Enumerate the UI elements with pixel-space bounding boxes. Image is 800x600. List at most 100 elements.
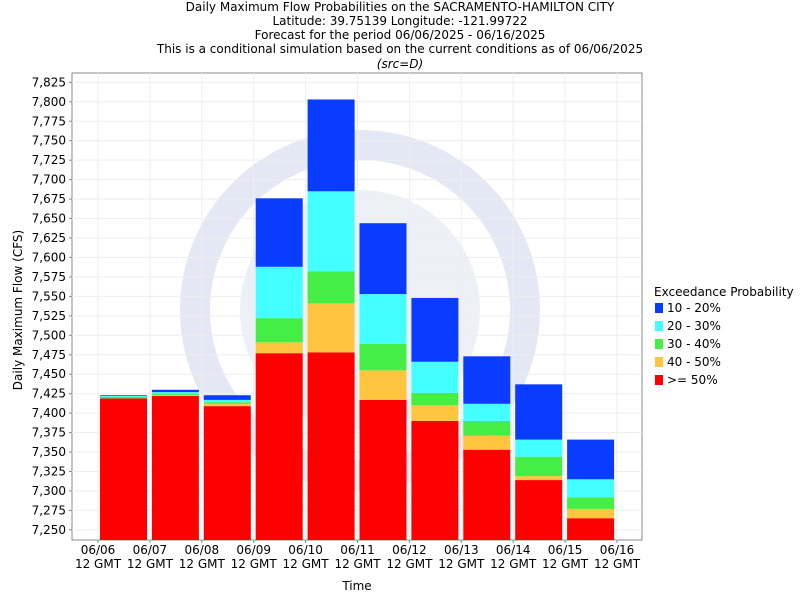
bar-segment <box>203 399 251 403</box>
y-tick-label: 7,600 <box>32 250 66 264</box>
y-tick-label: 7,525 <box>32 309 66 323</box>
legend-label: 20 - 30% <box>667 319 721 333</box>
legend-swatch <box>655 339 663 349</box>
bar-segment <box>255 266 303 319</box>
chart-subtitle: Latitude: 39.75139 Longitude: -121.99722 <box>272 14 527 28</box>
y-tick-label: 7,750 <box>32 134 66 148</box>
bar-segment <box>151 396 199 540</box>
y-tick-label: 7,475 <box>32 348 66 362</box>
legend-label: >= 50% <box>667 373 718 387</box>
y-tick-label: 7,400 <box>32 406 66 420</box>
x-tick-label: 12 GMT <box>386 557 433 571</box>
x-tick-label: 06/06 <box>81 543 116 557</box>
chart-title: Daily Maximum Flow Probabilities on the … <box>186 0 615 14</box>
bar-segment <box>100 396 147 399</box>
x-tick-label: 12 GMT <box>75 557 122 571</box>
bar-segment <box>515 384 563 440</box>
bar-segment <box>100 398 147 540</box>
bar-segment <box>567 497 615 509</box>
x-tick-label: 06/08 <box>185 543 220 557</box>
y-tick-label: 7,575 <box>32 270 66 284</box>
y-tick-label: 7,700 <box>32 173 66 187</box>
bar-segment <box>151 392 199 394</box>
bar-segment <box>567 518 615 540</box>
bar-segment <box>515 480 563 540</box>
bar-segment <box>100 396 147 397</box>
bar-segment <box>463 435 511 450</box>
chart-subtitle: This is a conditional simulation based o… <box>156 42 643 56</box>
bar-segment <box>463 356 511 404</box>
bar-segment <box>463 420 511 436</box>
y-tick-label: 7,450 <box>32 367 66 381</box>
bar-segment <box>515 439 563 457</box>
bar-segment <box>567 508 615 519</box>
bar-segment <box>411 297 459 362</box>
bar-segment <box>255 353 303 540</box>
bar-segment <box>515 476 563 481</box>
bar-segment <box>307 303 355 353</box>
bar-segment <box>307 271 355 304</box>
bar-segment <box>255 342 303 354</box>
bar-segment <box>567 479 615 498</box>
y-tick-label: 7,550 <box>32 289 66 303</box>
x-tick-label: 06/14 <box>496 543 531 557</box>
legend-label: 30 - 40% <box>667 337 721 351</box>
bar-segment <box>411 361 459 393</box>
bar-segment <box>359 399 407 540</box>
x-tick-label: 12 GMT <box>179 557 226 571</box>
x-tick-label: 12 GMT <box>594 557 641 571</box>
source-note: (src=D) <box>377 57 423 71</box>
x-tick-label: 06/12 <box>392 543 427 557</box>
y-tick-label: 7,825 <box>32 75 66 89</box>
y-tick-label: 7,325 <box>32 465 66 479</box>
legend-title: Exceedance Probability <box>654 285 794 299</box>
bar-segment <box>203 395 251 400</box>
y-tick-label: 7,250 <box>32 523 66 537</box>
bar-segment <box>203 406 251 540</box>
bar-segment <box>255 198 303 267</box>
x-tick-label: 12 GMT <box>542 557 589 571</box>
legend-swatch <box>655 303 663 313</box>
x-tick-label: 12 GMT <box>231 557 278 571</box>
bar-segment <box>359 370 407 400</box>
bar-segment <box>203 402 251 404</box>
y-tick-label: 7,625 <box>32 231 66 245</box>
bar-segment <box>411 392 459 406</box>
legend-label: 40 - 50% <box>667 355 721 369</box>
y-tick-label: 7,275 <box>32 503 66 517</box>
x-tick-label: 12 GMT <box>438 557 485 571</box>
x-tick-label: 06/09 <box>236 543 271 557</box>
y-tick-label: 7,375 <box>32 426 66 440</box>
x-tick-label: 06/13 <box>444 543 479 557</box>
bar-segment <box>359 294 407 344</box>
x-tick-label: 12 GMT <box>283 557 330 571</box>
y-tick-label: 7,725 <box>32 153 66 167</box>
legend-swatch <box>655 357 663 367</box>
legend-swatch <box>655 375 663 385</box>
bar-segment <box>255 318 303 343</box>
bar-segment <box>411 420 459 540</box>
bar-segment <box>307 352 355 540</box>
y-tick-label: 7,800 <box>32 95 66 109</box>
bar-segment <box>567 439 615 480</box>
x-tick-label: 06/11 <box>340 543 375 557</box>
legend-swatch <box>655 321 663 331</box>
x-tick-label: 06/16 <box>600 543 635 557</box>
bar-segment <box>203 403 251 407</box>
legend-label: 10 - 20% <box>667 301 721 315</box>
bar-segment <box>307 191 355 272</box>
bar-segment <box>100 395 147 397</box>
x-tick-label: 06/15 <box>548 543 583 557</box>
y-tick-label: 7,675 <box>32 192 66 206</box>
y-tick-label: 7,775 <box>32 114 66 128</box>
bar-segment <box>463 449 511 540</box>
x-tick-label: 06/10 <box>288 543 323 557</box>
bar-segment <box>151 389 199 393</box>
bar-segment <box>359 343 407 371</box>
bar-segment <box>359 223 407 295</box>
bar-segment <box>515 456 563 477</box>
y-axis-label: Daily Maximum Flow (CFS) <box>11 230 25 390</box>
bar-segment <box>463 403 511 421</box>
x-tick-label: 12 GMT <box>334 557 381 571</box>
y-tick-label: 7,425 <box>32 387 66 401</box>
